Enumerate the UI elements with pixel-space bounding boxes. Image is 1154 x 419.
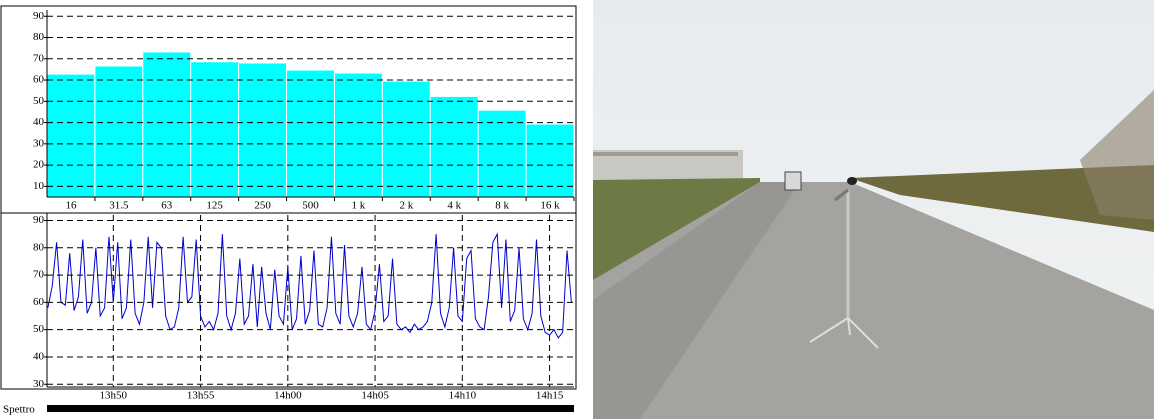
y-tick-label: 70 <box>33 269 45 281</box>
y-tick-label: 60 <box>33 74 45 86</box>
y-tick-label: 70 <box>33 52 45 64</box>
x-tick-label: 4 k <box>447 200 461 212</box>
x-tick-label: 14h15 <box>536 390 564 402</box>
bar <box>94 65 144 198</box>
x-tick-label: 500 <box>302 200 319 212</box>
level-line <box>47 232 572 339</box>
y-tick-label: 30 <box>33 378 45 390</box>
bar <box>142 51 192 198</box>
x-tick-label: 14h10 <box>449 390 477 402</box>
bar <box>238 62 288 198</box>
bar <box>381 80 431 198</box>
photo <box>593 0 1154 419</box>
y-tick-label: 40 <box>33 116 45 128</box>
y-tick-label: 40 <box>33 350 45 362</box>
y-tick-label: 90 <box>33 214 45 226</box>
bar <box>333 72 383 198</box>
x-tick-label: 125 <box>206 200 223 212</box>
bar <box>190 61 240 198</box>
y-tick-label: 30 <box>33 137 45 149</box>
x-tick-label: 250 <box>254 200 271 212</box>
y-tick-label: 60 <box>33 296 45 308</box>
x-tick-label: 16 k <box>540 200 560 212</box>
bar <box>429 95 479 198</box>
x-tick-label: 8 k <box>495 200 509 212</box>
x-tick-label: 13h50 <box>100 390 128 402</box>
x-tick-label: 16 <box>65 200 77 212</box>
status-label: Spettro <box>3 404 35 416</box>
y-tick-label: 10 <box>33 180 45 192</box>
bar <box>477 109 527 198</box>
x-tick-label: 14h05 <box>361 390 389 402</box>
x-tick-label: 63 <box>161 200 173 212</box>
bar <box>46 73 96 198</box>
x-tick-label: 14h00 <box>274 390 302 402</box>
time-frame <box>0 212 577 390</box>
y-tick-label: 90 <box>33 10 45 22</box>
y-tick-label: 20 <box>33 159 45 171</box>
x-tick-label: 2 k <box>399 200 413 212</box>
y-tick-label: 80 <box>33 31 45 43</box>
x-tick-label: 1 k <box>352 200 366 212</box>
status-bar <box>47 405 574 412</box>
x-tick-label: 31.5 <box>109 200 129 212</box>
x-tick-label: 13h55 <box>187 390 215 402</box>
bar <box>286 69 335 198</box>
y-tick-label: 50 <box>33 95 45 107</box>
y-tick-label: 80 <box>33 241 45 253</box>
y-tick-label: 50 <box>33 323 45 335</box>
